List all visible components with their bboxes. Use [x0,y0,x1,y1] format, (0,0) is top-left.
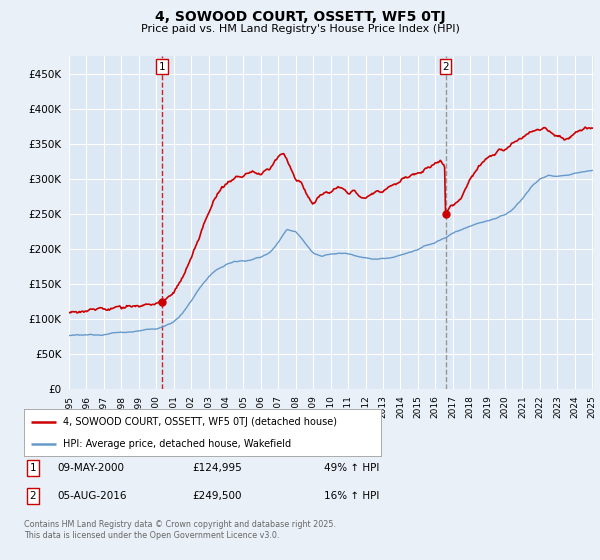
Text: 49% ↑ HPI: 49% ↑ HPI [324,463,379,473]
Text: HPI: Average price, detached house, Wakefield: HPI: Average price, detached house, Wake… [63,438,292,449]
Text: 4, SOWOOD COURT, OSSETT, WF5 0TJ (detached house): 4, SOWOOD COURT, OSSETT, WF5 0TJ (detach… [63,417,337,427]
Text: 1: 1 [29,463,37,473]
Text: 09-MAY-2000: 09-MAY-2000 [57,463,124,473]
Text: 1: 1 [159,62,166,72]
Text: 4, SOWOOD COURT, OSSETT, WF5 0TJ: 4, SOWOOD COURT, OSSETT, WF5 0TJ [155,10,445,24]
Text: Contains HM Land Registry data © Crown copyright and database right 2025.
This d: Contains HM Land Registry data © Crown c… [24,520,336,540]
Text: £249,500: £249,500 [192,491,241,501]
Text: 05-AUG-2016: 05-AUG-2016 [57,491,127,501]
Text: 2: 2 [29,491,37,501]
Text: 16% ↑ HPI: 16% ↑ HPI [324,491,379,501]
Text: £124,995: £124,995 [192,463,242,473]
Text: 2: 2 [442,62,449,72]
Text: Price paid vs. HM Land Registry's House Price Index (HPI): Price paid vs. HM Land Registry's House … [140,24,460,34]
